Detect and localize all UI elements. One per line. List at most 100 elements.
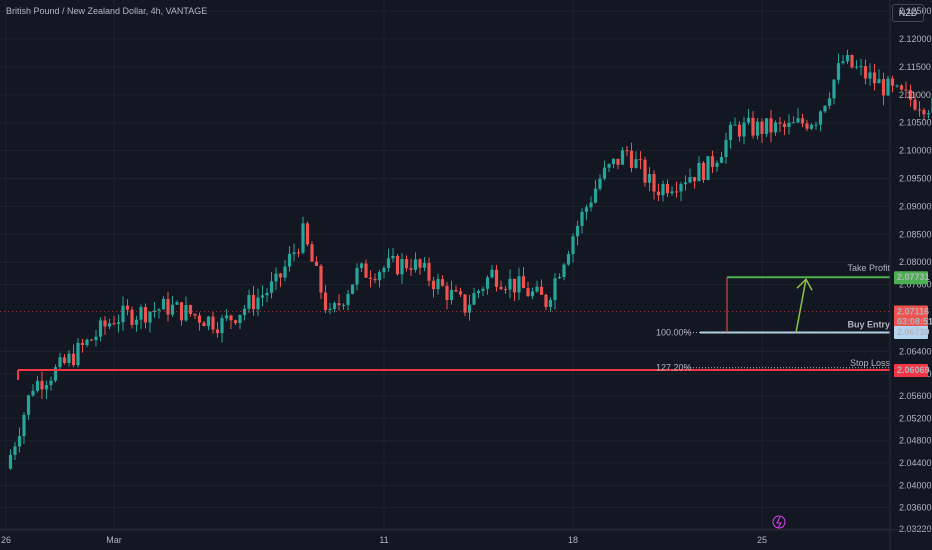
lightning-icon-glyph	[776, 516, 782, 529]
candle-body	[436, 279, 440, 290]
candle-body	[445, 285, 449, 300]
candle-body	[152, 310, 157, 312]
candle-body	[661, 183, 665, 196]
candle-body	[584, 207, 589, 212]
candle-body	[593, 188, 598, 203]
price-tick: 2.11000	[899, 90, 931, 100]
candle-body	[598, 178, 602, 189]
current-price-tag-text: 2.07116	[897, 307, 929, 317]
candle-body	[229, 315, 233, 321]
candle-body	[913, 99, 917, 110]
candle-body	[620, 150, 625, 165]
price-tick: 2.04800	[899, 436, 932, 446]
candle-body	[319, 265, 323, 293]
candle-body	[773, 122, 778, 133]
candle-body	[58, 357, 62, 368]
candle-body	[40, 380, 44, 390]
candle-body	[391, 255, 395, 259]
candle-body	[283, 266, 287, 278]
symbol-title: British Pound / New Zealand Dollar, 4h, …	[6, 6, 208, 16]
candle-body	[638, 159, 643, 161]
candle-body	[31, 390, 35, 396]
candle-body	[517, 276, 521, 293]
candle-body	[467, 304, 472, 313]
candle-body	[215, 329, 220, 334]
lightning-icon[interactable]	[772, 515, 786, 529]
candle-body	[89, 339, 94, 341]
candle-body	[418, 259, 422, 268]
candle-body	[647, 174, 652, 183]
currency-button[interactable]: NZD	[892, 4, 924, 22]
long-arrow	[795, 279, 807, 333]
candle-body	[715, 162, 719, 167]
candle-body	[386, 258, 391, 268]
candle-body	[692, 177, 697, 182]
candle-body	[211, 316, 215, 330]
candle-body	[827, 98, 832, 106]
price-tick: 2.10500	[899, 118, 932, 128]
candle-body	[674, 191, 679, 193]
candle-body	[521, 276, 526, 289]
price-tick: 2.04400	[899, 458, 932, 468]
candle-body	[382, 267, 386, 273]
candle-body	[346, 293, 350, 305]
candle-body	[404, 259, 409, 269]
candle-body	[247, 294, 251, 309]
candle-body	[800, 118, 805, 124]
candle-body	[62, 357, 67, 363]
candle-body	[922, 109, 926, 115]
buy-entry-price-tag-text: 2.06739	[897, 327, 930, 337]
time-tick: 25	[757, 535, 767, 545]
candle-body	[305, 223, 310, 245]
candle-body	[706, 156, 710, 180]
candle-body	[161, 298, 166, 310]
candle-body	[260, 295, 265, 298]
candle-body	[278, 273, 283, 278]
candle-body	[823, 105, 827, 112]
candle-body	[26, 395, 31, 415]
price-tick: 2.08500	[899, 229, 932, 239]
candle-body	[854, 66, 859, 68]
candle-body	[373, 278, 377, 281]
candle-body	[314, 261, 319, 266]
candle-body	[220, 318, 224, 334]
candle-body	[44, 385, 49, 390]
candle-body	[238, 314, 242, 324]
candle-body	[233, 320, 238, 324]
price-tick: 2.04000	[899, 480, 932, 490]
candle-body	[809, 124, 814, 129]
candle-body	[566, 254, 571, 265]
candle-body	[796, 118, 800, 123]
candle-body	[908, 89, 913, 100]
candle-body	[737, 124, 742, 137]
candle-body	[530, 291, 535, 297]
candle-body	[764, 118, 769, 134]
candle-body	[422, 263, 427, 268]
take-profit-price-tag-text: 2.07731	[897, 272, 930, 282]
take-profit-label: Take Profit	[847, 263, 890, 273]
candle-body	[526, 288, 530, 297]
candle-body	[359, 263, 364, 268]
candle-body	[22, 414, 26, 437]
candle-body	[170, 304, 175, 315]
candle-body	[341, 304, 346, 306]
candle-body	[845, 55, 850, 62]
candle-body	[458, 291, 463, 295]
candle-body	[508, 278, 512, 290]
candle-body	[143, 307, 148, 323]
candle-body	[13, 446, 17, 455]
candle-body	[557, 276, 562, 279]
price-tick: 2.05600	[899, 391, 932, 401]
candle-body	[103, 320, 107, 327]
candle-body	[863, 66, 868, 79]
candle-body	[805, 123, 809, 129]
time-tick: 18	[568, 535, 578, 545]
candle-body	[548, 299, 553, 307]
candle-body	[589, 202, 593, 208]
candle-body	[413, 259, 418, 270]
candle-body	[328, 308, 332, 311]
price-tick: 2.09500	[899, 174, 932, 184]
candle-body	[139, 307, 143, 320]
